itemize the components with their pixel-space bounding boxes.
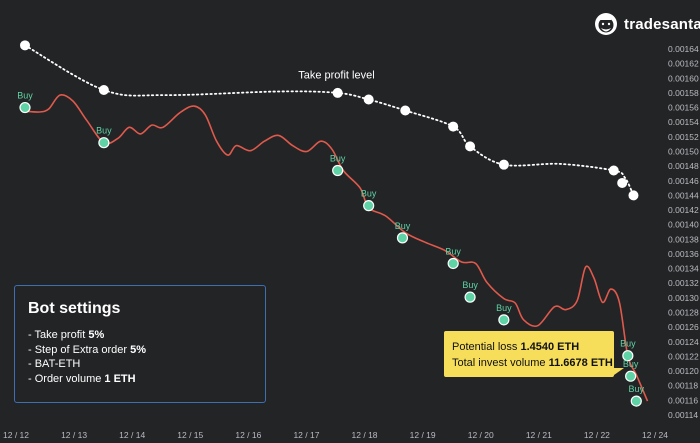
buy-label-0: Buy	[17, 91, 33, 101]
y-tick-label-25: 0.00114	[668, 410, 698, 420]
take-profit-point-8	[608, 165, 619, 176]
x-tick-label-3: 12 / 15	[177, 430, 203, 440]
buy-marker-2	[332, 164, 344, 177]
y-tick-label-19: 0.00126	[668, 322, 699, 332]
y-tick-label-22: 0.00120	[668, 366, 699, 376]
y-tick-label-14: 0.00136	[668, 249, 699, 259]
take-profit-point-2	[332, 87, 343, 98]
x-tick-label-10: 12 / 22	[584, 430, 610, 440]
pair-setting: - BAT-ETH	[28, 358, 81, 370]
buy-marker-5	[447, 257, 459, 270]
x-tick-label-4: 12 / 16	[235, 430, 261, 440]
buy-label-8: Buy	[620, 339, 636, 349]
buy-label-4: Buy	[395, 221, 411, 231]
y-tick-label-20: 0.00124	[668, 337, 699, 347]
buy-label-2: Buy	[330, 154, 346, 164]
extra-order-setting: - Step of Extra order 5%	[28, 343, 252, 358]
take-profit-point-4	[400, 105, 411, 116]
santa-logo-icon	[595, 13, 617, 35]
potential-loss-row: Potential loss 1.4540 ETH	[452, 339, 606, 355]
y-tick-label-7: 0.00150	[668, 146, 699, 156]
y-tick-label-18: 0.00128	[668, 308, 699, 318]
take-profit-point-5	[448, 121, 459, 132]
x-tick-label-1: 12 / 13	[61, 430, 87, 440]
buy-marker-3	[363, 200, 375, 212]
buy-label-9: Buy	[623, 359, 639, 369]
brand: tradesanta	[594, 9, 700, 39]
y-tick-label-16: 0.00132	[668, 278, 699, 288]
bot-settings-title: Bot settings	[28, 300, 121, 317]
buy-label-7: Buy	[496, 303, 512, 313]
potential-loss-value: 1.4540 ETH	[520, 341, 580, 353]
take-profit-line	[24, 44, 635, 197]
buy-label-5: Buy	[445, 246, 461, 256]
y-tick-label-2: 0.00160	[668, 73, 699, 83]
take-profit-point-6	[465, 141, 476, 152]
take-profit-point-3	[363, 94, 374, 105]
buy-label-10: Buy	[629, 384, 645, 394]
buy-label-3: Buy	[361, 189, 377, 199]
order-volume-setting: - Order volume 1 ETH	[28, 372, 252, 387]
y-tick-label-4: 0.00156	[668, 103, 699, 113]
y-tick-label-17: 0.00130	[668, 293, 699, 303]
total-invest-row: Total invest volume 11.6678 ETH	[452, 355, 613, 371]
extra-order-label: - Step of Extra order	[28, 343, 131, 356]
x-tick-label-8: 12 / 20	[468, 430, 494, 440]
buy-marker-6	[464, 291, 476, 303]
take-profit-point-1	[98, 84, 109, 95]
buy-marker-0	[19, 101, 31, 114]
y-tick-label-15: 0.00134	[668, 264, 699, 274]
buy-marker-1	[98, 137, 110, 149]
order-volume-label: - Order volume	[28, 372, 105, 385]
take-profit-point-0	[20, 40, 30, 51]
x-tick-label-2: 12 / 14	[119, 430, 145, 440]
bot-settings-panel: Bot settings - Take profit 5% - Step of …	[14, 285, 266, 403]
y-tick-label-6: 0.00152	[668, 132, 699, 142]
y-tick-label-23: 0.00118	[668, 381, 698, 391]
x-tick-label-0: 12 / 12	[3, 430, 29, 440]
take-profit-point-10	[628, 190, 639, 201]
take-profit-annotation: Take profit level	[298, 69, 374, 81]
x-tick-label-9: 12 / 21	[526, 430, 552, 440]
buy-marker-10	[630, 395, 642, 407]
y-tick-label-10: 0.00144	[668, 190, 699, 200]
buy-marker-7	[498, 314, 510, 326]
y-tick-label-24: 0.00116	[668, 395, 698, 405]
buy-marker-8	[622, 350, 634, 362]
take-profit-point-9	[617, 177, 628, 188]
y-tick-label-9: 0.00146	[668, 176, 699, 186]
buy-marker-9	[625, 370, 637, 382]
brand-name: tradesanta	[624, 15, 700, 33]
y-tick-label-12: 0.00140	[668, 220, 699, 230]
x-tick-label-6: 12 / 18	[352, 430, 378, 440]
y-tick-label-5: 0.00154	[668, 117, 699, 127]
buy-label-1: Buy	[96, 126, 112, 136]
buy-label-6: Buy	[462, 280, 478, 290]
take-profit-setting: - Take profit 5%	[28, 328, 252, 343]
callout-pointer	[614, 368, 624, 375]
y-tick-label-11: 0.00142	[668, 205, 699, 215]
x-tick-label-7: 12 / 19	[410, 430, 436, 440]
x-tick-label-11: 12 / 24	[642, 430, 668, 440]
x-tick-label-5: 12 / 17	[293, 430, 319, 440]
y-tick-label-8: 0.00148	[668, 161, 699, 171]
buy-marker-4	[396, 232, 409, 244]
y-tick-label-13: 0.00138	[668, 234, 699, 244]
take-profit-point-7	[498, 159, 509, 170]
total-invest-value: 11.6678 ETH	[548, 357, 613, 369]
take-profit-label: - Take profit	[28, 329, 89, 341]
order-volume-value: 1 ETH	[104, 372, 136, 385]
y-tick-label-0: 0.00164	[668, 44, 699, 54]
y-tick-label-3: 0.00158	[668, 88, 699, 98]
potential-loss-label: Potential loss	[452, 341, 521, 353]
y-tick-label-21: 0.00122	[668, 351, 699, 361]
total-invest-label: Total invest volume	[452, 357, 549, 369]
y-tick-label-1: 0.00162	[668, 59, 699, 69]
extra-order-value: 5%	[130, 343, 147, 356]
take-profit-value: 5%	[88, 329, 105, 341]
price-line	[24, 94, 649, 402]
potential-loss-callout: Potential loss 1.4540 ETH Total invest v…	[444, 331, 614, 377]
